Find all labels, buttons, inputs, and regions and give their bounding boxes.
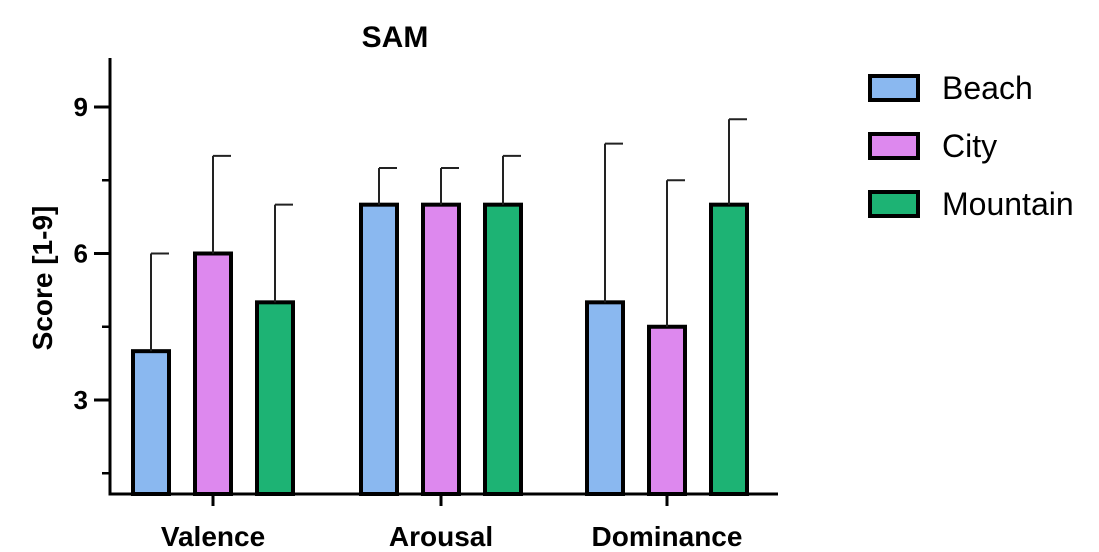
legend: Beach City Mountain [868,70,1074,222]
y-tick-label-6: 6 [74,239,88,269]
bar-city-dominance [647,324,687,496]
x-tick-label-dominance: Dominance [592,521,743,552]
legend-label-beach: Beach [942,70,1033,106]
bar-mountain-valence [255,300,295,497]
bars-layer [131,202,749,497]
legend-label-city: City [942,128,997,164]
legend-swatch-mountain [868,190,920,218]
bar-mountain-dominance [709,202,749,497]
error-bars-layer [150,118,747,352]
legend-label-mountain: Mountain [942,186,1074,222]
bar-city-valence [193,251,233,496]
legend-swatch-beach [868,74,920,102]
axes-layer: Valence Arousal Dominance 3 6 9 [74,58,778,552]
y-tick-label-9: 9 [74,92,88,122]
chart-title: SAM [362,21,429,54]
bar-city-arousal [421,202,461,497]
bar-beach-dominance [585,300,625,497]
bar-mountain-arousal [483,202,523,497]
bar-beach-arousal [359,202,399,497]
x-tick-label-valence: Valence [161,521,265,552]
y-axis-label: Score [1-9] [27,206,58,351]
x-tick-label-arousal: Arousal [389,521,493,552]
legend-swatch-city [868,132,920,160]
y-tick-label-3: 3 [74,385,88,415]
bar-beach-valence [131,349,171,496]
